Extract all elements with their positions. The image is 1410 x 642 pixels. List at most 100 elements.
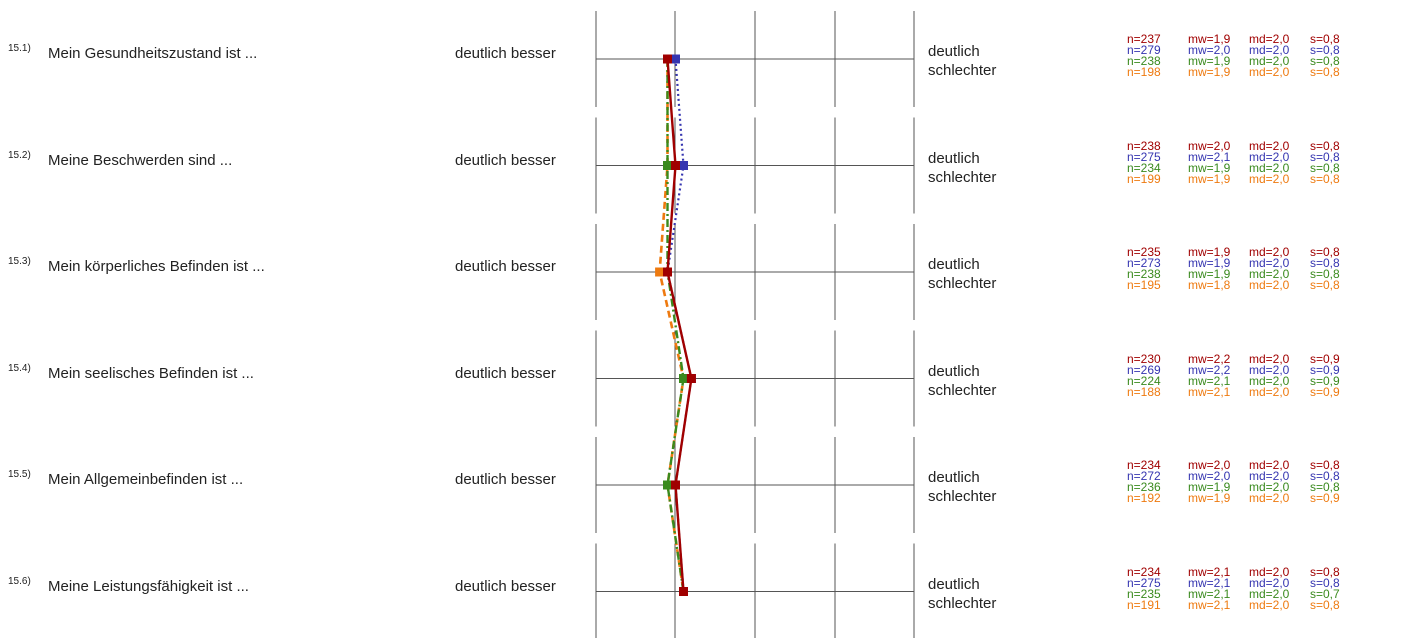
stat-md: md=2,0: [1249, 54, 1290, 68]
stat-s: s=0,8: [1310, 458, 1340, 472]
scale-label-right: deutlich schlechter: [928, 42, 996, 80]
stats-line-series-2: n=272 mw=2,0 md=2,0 s=0,8: [1127, 469, 1350, 483]
scale-label-right: deutlich schlechter: [928, 468, 996, 506]
stat-mw: mw=1,9: [1188, 491, 1231, 505]
stat-md: md=2,0: [1249, 245, 1290, 259]
stat-md: md=2,0: [1249, 564, 1290, 579]
stat-n: n=273: [1127, 256, 1161, 270]
item-number: 15.1): [8, 43, 31, 54]
item-row: 15.5) Mein Allgemeinbefinden ist ... deutl…: [0, 435, 1410, 535]
scale-label-left: deutlich besser: [455, 258, 556, 275]
item-row: 15.3) Mein körperliches Befinden ist ... d…: [0, 222, 1410, 322]
stat-s: s=0,8: [1310, 160, 1340, 175]
stat-s: s=0,8: [1310, 564, 1340, 579]
stat-md: md=2,0: [1249, 278, 1290, 292]
stats-line-series-3: n=238 mw=1,9 md=2,0 s=0,8: [1127, 267, 1350, 281]
data-point: [671, 54, 680, 64]
item-row: 15.4) Mein seelisches Befinden ist ... deu…: [0, 329, 1410, 429]
item-question: Mein Allgemeinbefinden ist ...: [48, 471, 244, 488]
stat-s: s=0,8: [1310, 256, 1340, 270]
data-point: [679, 374, 688, 383]
item-question: Meine Leistungsfähigkeit ist ...: [48, 577, 249, 595]
stats-block: n=234 mw=2,0 md=2,0 s=0,8 n=272 mw=2,0 md=2,0 s…: [1127, 458, 1350, 505]
stat-md: md=2,0: [1249, 586, 1290, 601]
scale-label-right: deutlich schlechter: [928, 362, 996, 400]
stat-s: s=0,8: [1310, 245, 1340, 259]
stat-mw: mw=2,1: [1188, 384, 1231, 399]
scale-label-right: deutlich schlechter: [928, 575, 996, 613]
stat-s: s=0,8: [1310, 65, 1340, 79]
stat-s: s=0,8: [1310, 138, 1340, 153]
stat-mw: mw=1,9: [1188, 171, 1231, 186]
stat-mw: mw=1,9: [1188, 480, 1231, 494]
stat-n: n=235: [1127, 245, 1161, 259]
stat-s: s=0,8: [1310, 32, 1340, 46]
stat-s: s=0,8: [1310, 267, 1340, 281]
stat-md: md=2,0: [1249, 491, 1290, 505]
stat-s: s=0,8: [1310, 469, 1340, 483]
stats-line-series-2: n=269 mw=2,2 md=2,0 s=0,9: [1127, 364, 1350, 376]
stats-line-series-2: n=273 mw=1,9 md=2,0 s=0,8: [1127, 256, 1350, 270]
stat-md: md=2,0: [1249, 32, 1290, 46]
stat-mw: mw=2,0: [1188, 458, 1231, 472]
stats-block: n=234 mw=2,1 md=2,0 s=0,8 n=275 mw=2,1 md=2,0 s…: [1127, 564, 1350, 611]
scale-label-right-line2: schlechter: [928, 488, 997, 505]
item-question: Mein Gesundheitszustand ist ...: [48, 45, 258, 62]
stat-md: md=2,0: [1249, 458, 1290, 472]
stat-n: n=195: [1127, 278, 1161, 292]
item-number: 15.5): [8, 469, 31, 480]
stat-mw: mw=2,0: [1188, 469, 1231, 483]
stats-line-series-1: n=237 mw=1,9 md=2,0 s=0,8: [1127, 32, 1350, 46]
data-point: [671, 161, 680, 170]
stat-n: n=188: [1127, 384, 1161, 399]
stat-mw: mw=1,9: [1188, 160, 1231, 175]
stat-s: s=0,8: [1310, 171, 1340, 186]
data-point: [663, 54, 672, 64]
stats-line-series-4: n=191 mw=2,1 md=2,0 s=0,8: [1127, 599, 1350, 611]
stat-mw: mw=2,1: [1188, 575, 1231, 590]
scale-label-right-line2: schlechter: [928, 62, 997, 79]
stat-mw: mw=2,0: [1188, 43, 1231, 57]
stats-line-series-3: n=224 mw=2,1 md=2,0 s=0,9: [1127, 373, 1350, 388]
stat-mw: mw=1,9: [1188, 65, 1231, 79]
stat-md: md=2,0: [1249, 575, 1290, 590]
stats-line-series-3: n=234 mw=1,9 md=2,0 s=0,8: [1127, 160, 1350, 175]
scale-label-left: deutlich besser: [455, 151, 556, 169]
data-point: [686, 374, 696, 383]
scale-label-left: deutlich besser: [455, 364, 556, 382]
stats-line-series-2: n=275 mw=2,1 md=2,0 s=0,8: [1127, 575, 1350, 590]
stats-line-series-1: n=234 mw=2,1 md=2,0 s=0,8: [1127, 564, 1350, 579]
stats-line-series-4: n=195 mw=1,8 md=2,0 s=0,8: [1127, 278, 1350, 292]
scale-label-right-line1: deutlich: [928, 256, 980, 273]
item-row: 15.6) Meine Leistungsfähigkeit ist ... deu…: [0, 542, 1410, 642]
stats-line-series-3: n=238 mw=1,9 md=2,0 s=0,8: [1127, 54, 1350, 68]
stat-s: s=0,9: [1310, 384, 1340, 399]
stat-mw: mw=1,9: [1188, 32, 1231, 46]
data-point: [679, 161, 688, 170]
stat-md: md=2,0: [1249, 43, 1290, 57]
stats-line-series-3: n=235 mw=2,1 md=2,0 s=0,7: [1127, 586, 1350, 601]
item-number: 15.3): [8, 256, 31, 267]
scale-label-right-line2: schlechter: [928, 594, 997, 612]
scale-label-right-line2: schlechter: [928, 168, 997, 186]
stat-s: s=0,8: [1310, 278, 1340, 292]
stat-n: n=236: [1127, 480, 1161, 494]
scale-label-left: deutlich besser: [455, 471, 556, 488]
stat-n: n=235: [1127, 586, 1161, 601]
stat-n: n=234: [1127, 458, 1161, 472]
stat-mw: mw=2,1: [1188, 564, 1231, 579]
stat-mw: mw=2,2: [1188, 351, 1231, 366]
stat-s: s=0,9: [1310, 351, 1340, 366]
stat-n: n=192: [1127, 491, 1161, 505]
stat-s: s=0,8: [1310, 575, 1340, 590]
scale-label-right: deutlich schlechter: [928, 255, 996, 293]
scale-label-right: deutlich schlechter: [928, 149, 996, 187]
stats-line-series-1: n=230 mw=2,2 md=2,0 s=0,9: [1127, 351, 1350, 366]
stat-n: n=224: [1127, 373, 1161, 388]
stats-line-series-1: n=234 mw=2,0 md=2,0 s=0,8: [1127, 458, 1350, 472]
stat-s: s=0,8: [1310, 480, 1340, 494]
stat-n: n=234: [1127, 160, 1161, 175]
stats-line-series-4: n=192 mw=1,9 md=2,0 s=0,9: [1127, 491, 1350, 505]
stat-mw: mw=1,9: [1188, 245, 1231, 259]
series-line-1: [666, 58, 693, 592]
